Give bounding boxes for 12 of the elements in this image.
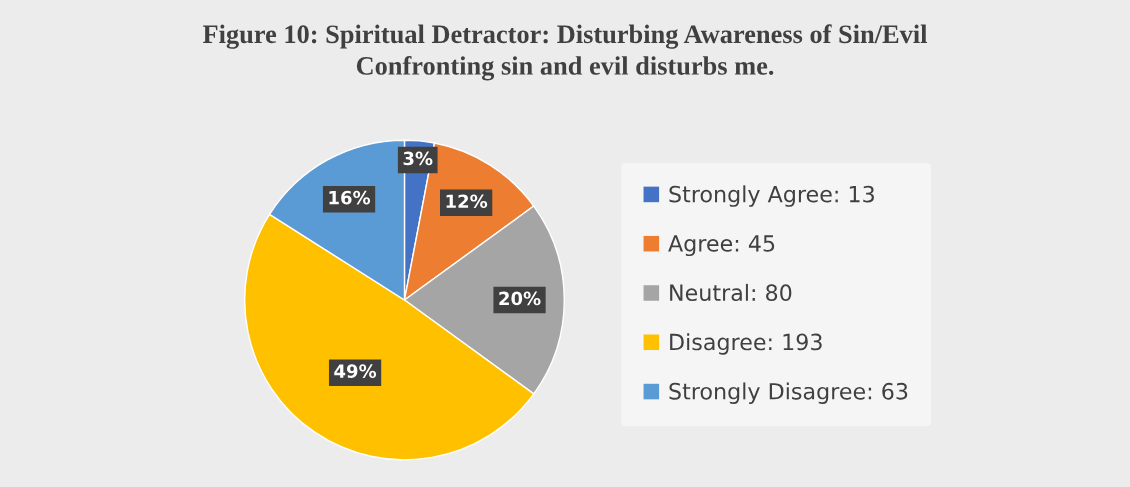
legend-label: Strongly Disagree: 63 — [669, 382, 908, 404]
chart-title: Figure 10: Spiritual Detractor: Disturbing Awareness of Sin/Evil — [202, 24, 928, 49]
data-label: 12% — [446, 194, 488, 209]
data-label: 3% — [403, 151, 433, 166]
data-label: 20% — [499, 291, 541, 306]
data-label: 16% — [329, 190, 371, 205]
legend-label: Agree: 45 — [668, 235, 775, 257]
data-label: 49% — [334, 364, 377, 378]
legend-label: Strongly Agree: 13 — [669, 185, 874, 207]
chart-subtitle: Confronting sin and evil disturbs me. — [356, 55, 774, 81]
legend-label: Neutral: 80 — [670, 283, 792, 302]
legend-label: Disagree: 193 — [670, 333, 822, 355]
